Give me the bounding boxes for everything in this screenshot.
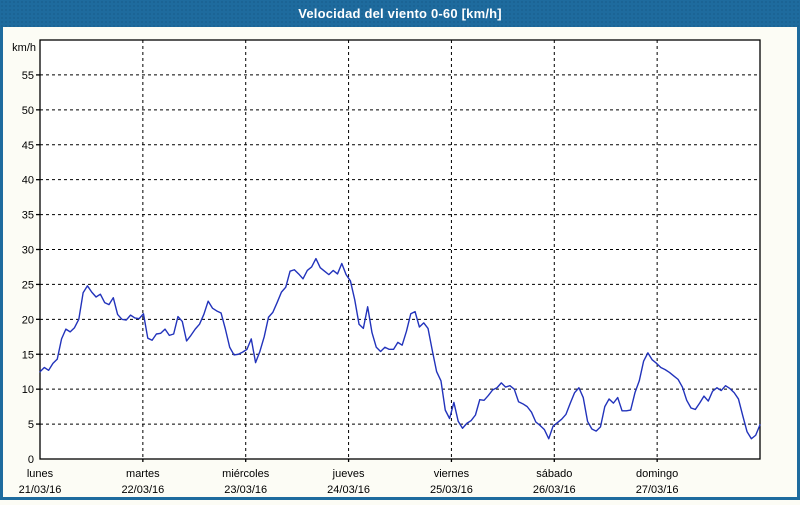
y-tick-label: 35 xyxy=(22,210,34,222)
y-tick-label: 15 xyxy=(22,349,34,361)
x-date-label: 27/03/16 xyxy=(636,484,679,496)
y-tick-label: 0 xyxy=(28,454,34,466)
wind-speed-line xyxy=(39,257,761,440)
x-date-label: 25/03/16 xyxy=(430,484,473,496)
y-tick-label: 20 xyxy=(22,314,34,326)
x-date-label: 26/03/16 xyxy=(533,484,576,496)
y-tick-label: 30 xyxy=(22,245,34,257)
x-day-label: sábado xyxy=(536,468,572,480)
x-day-label: lunes xyxy=(27,468,54,480)
chart-title: Velocidad del viento 0-60 [km/h] xyxy=(298,6,502,21)
x-date-label: 23/03/16 xyxy=(224,484,267,496)
y-tick-label: 25 xyxy=(22,279,34,291)
y-tick-label: 45 xyxy=(22,140,34,152)
x-axis-labels: lunes 21/03/16 martes 22/03/16 miércoles 23/0… xyxy=(19,468,679,496)
x-date-label: 22/03/16 xyxy=(121,484,164,496)
y-axis-labels: 0 5 10 15 20 25 30 35 40 45 50 55 xyxy=(22,70,34,466)
x-day-label: viernes xyxy=(434,468,470,480)
y-tick-label: 40 xyxy=(22,175,34,187)
y-tick-label: 5 xyxy=(28,419,34,431)
x-date-label: 21/03/16 xyxy=(19,484,62,496)
x-date-label: 24/03/16 xyxy=(327,484,370,496)
y-tick-label: 50 xyxy=(22,105,34,117)
title-bar: Velocidad del viento 0-60 [km/h] xyxy=(0,0,800,27)
y-tick-label: 55 xyxy=(22,70,34,82)
axis-ticks xyxy=(36,74,658,462)
x-day-label: domingo xyxy=(636,468,678,480)
y-unit-label: km/h xyxy=(12,42,36,54)
x-day-label: miércoles xyxy=(222,468,270,480)
x-day-label: martes xyxy=(126,468,160,480)
grid-lines xyxy=(40,40,760,459)
x-day-label: jueves xyxy=(332,468,365,480)
y-tick-label: 10 xyxy=(22,384,34,396)
